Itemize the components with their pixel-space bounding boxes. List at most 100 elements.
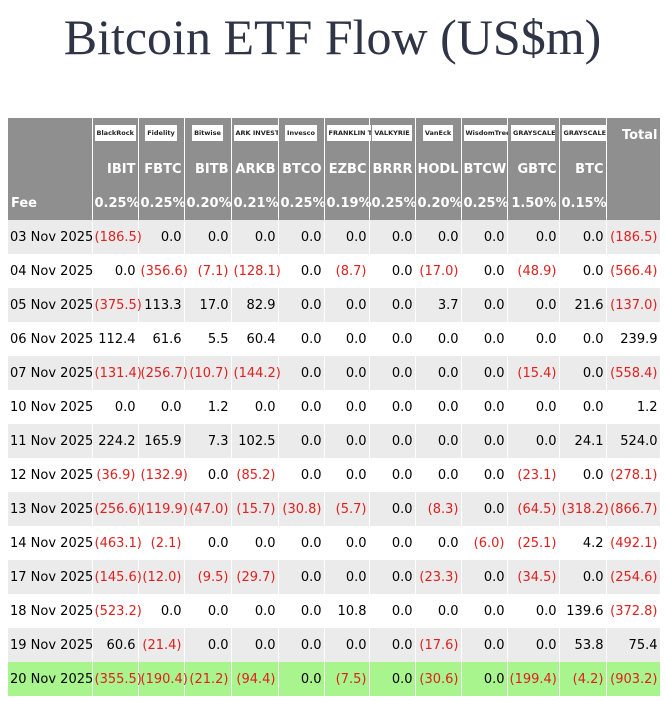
flow-cell: (12.0) — [138, 560, 185, 594]
data-row: 04 Nov 2025 0.0 (356.6) (7.1) (128.1) 0.0 (8.7… — [8, 254, 661, 288]
logo-cell: GRAYSCALE — [559, 118, 607, 152]
logo: VALKYRIE — [372, 125, 412, 141]
flow-cell: 75.4 — [606, 628, 661, 662]
flow-cell: (256.6) — [92, 492, 142, 526]
flow-cell: (199.4) — [507, 662, 560, 696]
flow-cell: 53.8 — [559, 628, 607, 662]
logo: GRAYSCALE — [511, 125, 555, 141]
flow-cell: (132.9) — [138, 458, 188, 492]
flow-cell: (17.0) — [415, 254, 462, 288]
flow-cell: (21.4) — [138, 628, 185, 662]
flow-cell: (318.2) — [559, 492, 609, 526]
logo: VanEck — [422, 125, 454, 141]
flow-cell: (523.2) — [92, 594, 142, 628]
flow-cell: 0.0 — [559, 390, 607, 424]
fee: 0.20% — [415, 186, 463, 220]
flow-cell: (34.5) — [507, 560, 560, 594]
flow-cell: (47.0) — [184, 492, 232, 526]
ticker: BTCO — [278, 152, 325, 186]
flow-cell: 0.0 — [324, 220, 370, 254]
flow-cell: 112.4 — [92, 322, 139, 356]
flow-cell: 0.0 — [507, 322, 560, 356]
logo: Invesco — [285, 125, 317, 141]
flow-cell: (356.6) — [138, 254, 188, 288]
fee-row: Fee 0.25% 0.25% 0.20% 0.21% 0.25% 0.19% 0.25% 0.… — [8, 186, 661, 220]
date-cell: 06 Nov 2025 — [8, 322, 93, 356]
flow-cell: 0.0 — [184, 220, 232, 254]
flow-cell: (8.7) — [324, 254, 370, 288]
flow-cell: (36.9) — [92, 458, 139, 492]
flow-cell: (186.5) — [92, 220, 142, 254]
fee: 0.25% — [461, 186, 509, 220]
flow-cell: 0.0 — [324, 526, 370, 560]
flow-cell: 1.2 — [184, 390, 232, 424]
logo-cell: Fidelity — [138, 118, 185, 152]
logo-cell: Invesco — [278, 118, 325, 152]
flow-cell: (29.7) — [231, 560, 279, 594]
flow-cell: 0.0 — [278, 220, 325, 254]
flow-cell: 0.0 — [461, 492, 508, 526]
flow-cell: 0.0 — [461, 628, 508, 662]
logo: GRAYSCALE — [561, 125, 606, 141]
date-cell: 07 Nov 2025 — [8, 356, 93, 390]
flow-cell: 0.0 — [507, 424, 560, 458]
ticker: BTC — [559, 152, 607, 186]
blank-cell — [606, 152, 661, 186]
date-cell: 17 Nov 2025 — [8, 560, 93, 594]
flow-cell: 0.0 — [278, 254, 325, 288]
flow-cell: 0.0 — [369, 424, 416, 458]
flow-cell: 0.0 — [507, 390, 560, 424]
flow-cell: 0.0 — [559, 458, 607, 492]
flow-cell: 0.0 — [231, 628, 279, 662]
ticker: BTCW — [461, 152, 508, 186]
flow-cell: 0.0 — [278, 526, 325, 560]
flow-cell: 0.0 — [369, 254, 416, 288]
flow-cell: 0.0 — [324, 628, 370, 662]
flow-cell: 21.6 — [559, 288, 607, 322]
flow-cell: 0.0 — [369, 322, 416, 356]
date-cell: 11 Nov 2025 — [8, 424, 93, 458]
flow-cell: 0.0 — [324, 560, 370, 594]
flow-cell: 0.0 — [324, 288, 370, 322]
date-cell: 12 Nov 2025 — [8, 458, 93, 492]
flow-cell: 0.0 — [461, 424, 508, 458]
date-cell: 03 Nov 2025 — [8, 220, 93, 254]
date-cell: 10 Nov 2025 — [8, 390, 93, 424]
logo-cell: FRANKLIN TEMPLETON — [324, 118, 371, 152]
fee: 1.50% — [507, 186, 560, 220]
flow-cell: 0.0 — [92, 390, 139, 424]
flow-cell: (128.1) — [231, 254, 281, 288]
flow-cell: 60.6 — [92, 628, 139, 662]
flow-cell: 0.0 — [278, 662, 325, 696]
data-row: 05 Nov 2025 (375.5) 113.3 17.0 82.9 0.0 0.0 0.0… — [8, 288, 661, 322]
flow-cell: 7.3 — [184, 424, 232, 458]
fee: 0.25% — [369, 186, 417, 220]
flow-cell: (463.1) — [92, 526, 142, 560]
flow-cell: 0.0 — [559, 322, 607, 356]
flow-cell: 0.0 — [507, 220, 560, 254]
flow-cell: 0.0 — [324, 322, 370, 356]
flow-cell: 0.0 — [278, 594, 325, 628]
flow-cell: 0.0 — [415, 322, 462, 356]
flow-cell: 0.0 — [278, 288, 325, 322]
logo-cell: Bitwise — [184, 118, 232, 152]
ticker: ARKB — [231, 152, 279, 186]
flow-cell: (64.5) — [507, 492, 560, 526]
flow-cell: 165.9 — [138, 424, 185, 458]
data-row: 14 Nov 2025 (463.1) (2.1) 0.0 0.0 0.0 0.0 0.0 0.… — [8, 526, 661, 560]
date-cell: 13 Nov 2025 — [8, 492, 93, 526]
ticker: EZBC — [324, 152, 370, 186]
flow-cell: (6.0) — [461, 526, 508, 560]
flow-cell: 0.0 — [461, 458, 508, 492]
flow-cell: 0.0 — [461, 356, 508, 390]
flow-cell: (903.2) — [606, 662, 661, 696]
header-row: BlackRock Fidelity Bitwise ARK INVEST Invesc… — [8, 118, 661, 152]
flow-cell: 0.0 — [231, 220, 279, 254]
corner-cell — [8, 152, 93, 186]
flow-cell: 0.0 — [559, 220, 607, 254]
flow-cell: (94.4) — [231, 662, 279, 696]
flow-cell: 0.0 — [559, 356, 607, 390]
date-cell: 18 Nov 2025 — [8, 594, 93, 628]
fee-label: Fee — [8, 186, 93, 220]
flow-cell: (10.7) — [184, 356, 232, 390]
